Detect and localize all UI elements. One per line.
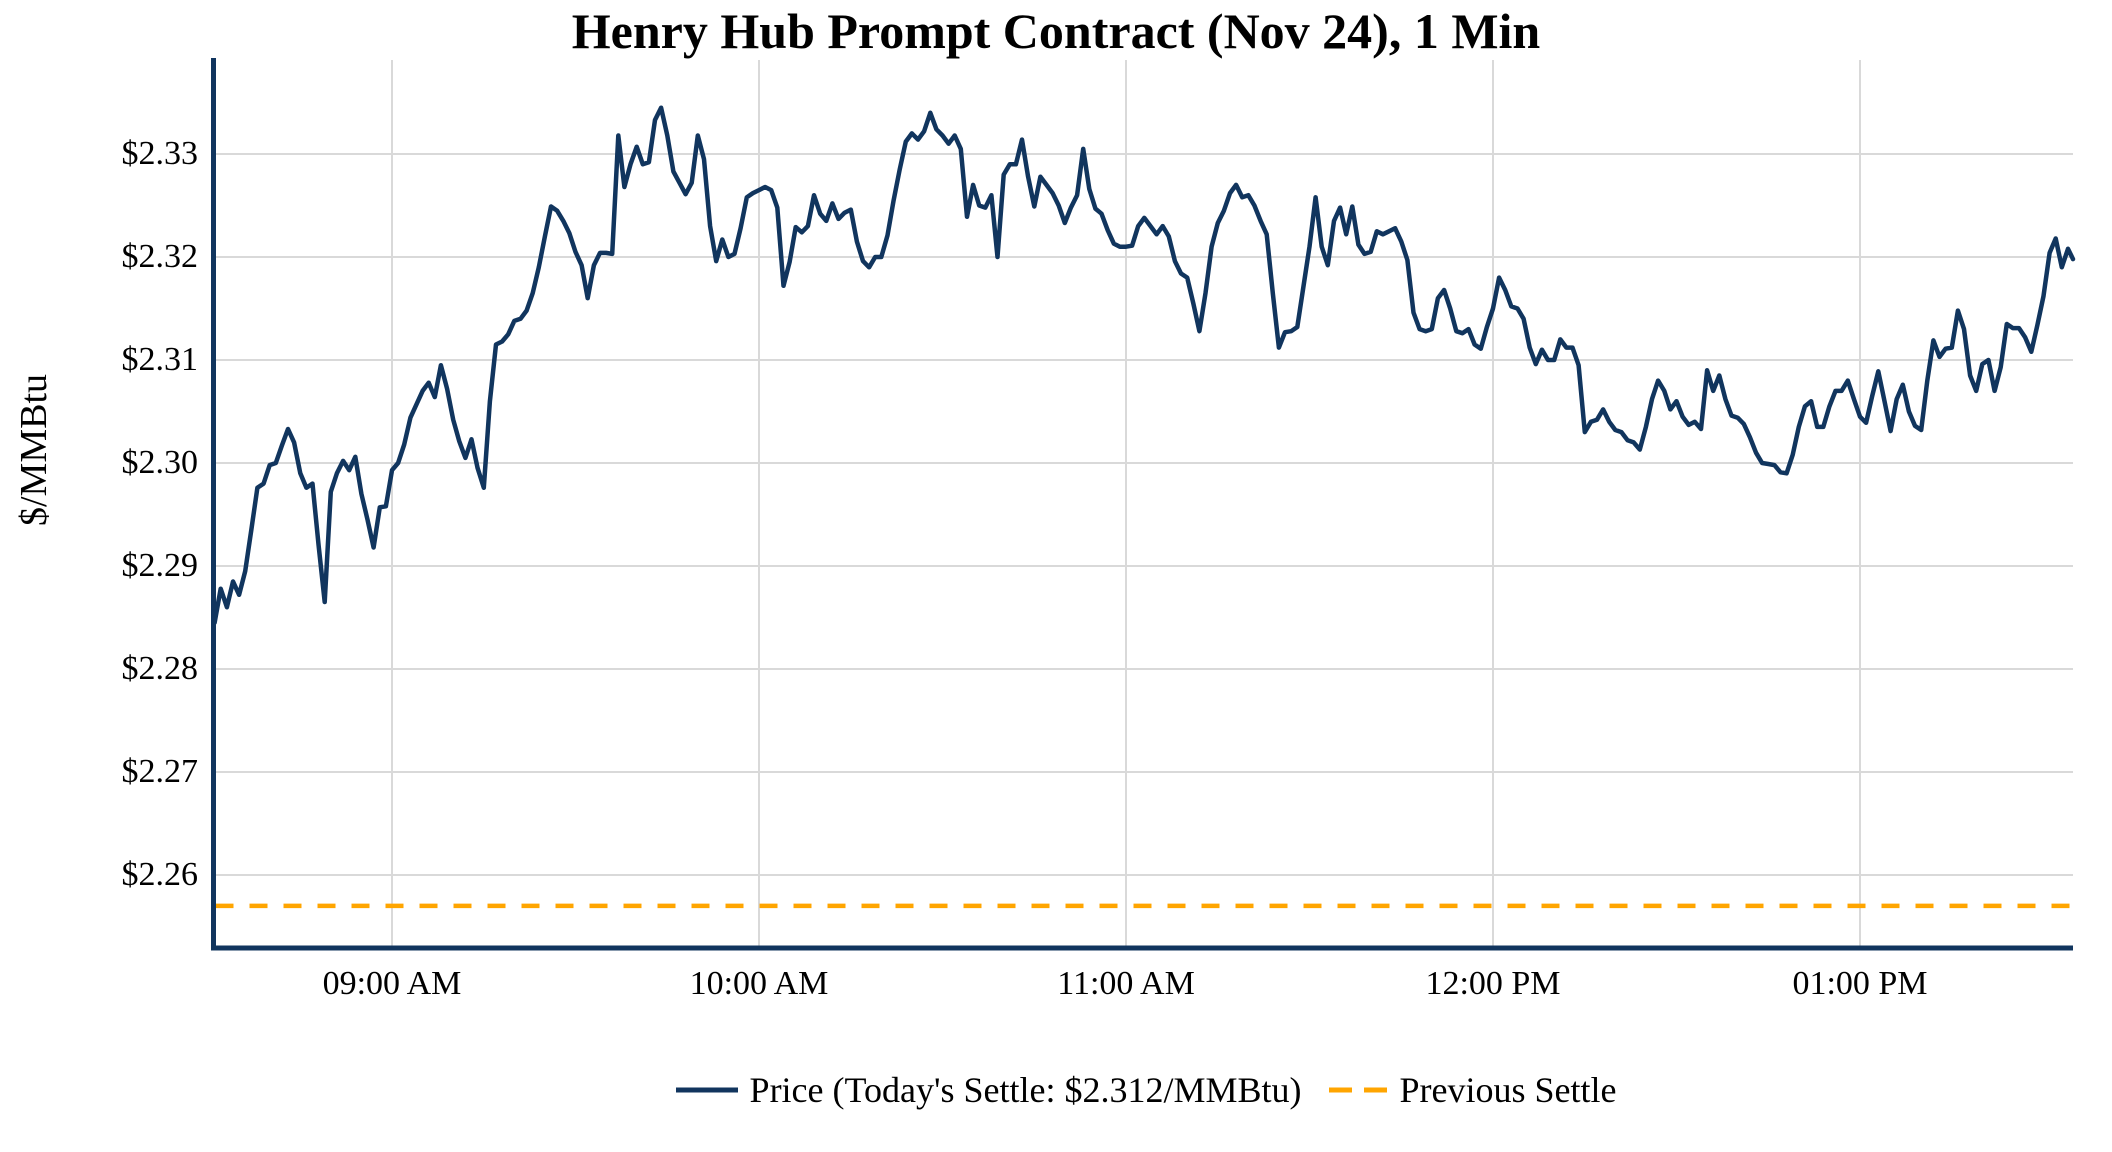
y-tick-label: $2.26 [121, 856, 199, 893]
price-line [212, 105, 2076, 625]
x-tick-label: 01:00 PM [1792, 965, 1928, 1002]
y-tick-label: $2.30 [121, 444, 199, 481]
legend-label-previous-settle: Previous Settle [1399, 1070, 1617, 1110]
y-tick-label: $2.29 [121, 547, 199, 584]
y-tick-label: $2.32 [121, 238, 199, 275]
x-tick-label: 09:00 AM [322, 965, 462, 1002]
y-tick-label: $2.31 [121, 341, 199, 378]
legend: Price (Today's Settle: $2.312/MMBtu) Pre… [215, 1062, 2075, 1118]
x-tick-label: 12:00 PM [1425, 965, 1561, 1002]
y-tick-label: $2.33 [121, 135, 199, 172]
y-tick-label: $2.27 [121, 753, 199, 790]
x-tick-label: 11:00 AM [1057, 965, 1195, 1002]
previous-settle-swatch [1329, 1087, 1388, 1093]
chart-title: Henry Hub Prompt Contract (Nov 24), 1 Mi… [571, 3, 1541, 59]
price-line-swatch [675, 1087, 738, 1093]
legend-label-price: Price (Today's Settle: $2.312/MMBtu) [749, 1070, 1302, 1110]
y-tick-label: $2.28 [121, 650, 199, 687]
x-tick-label: 10:00 AM [689, 965, 829, 1002]
